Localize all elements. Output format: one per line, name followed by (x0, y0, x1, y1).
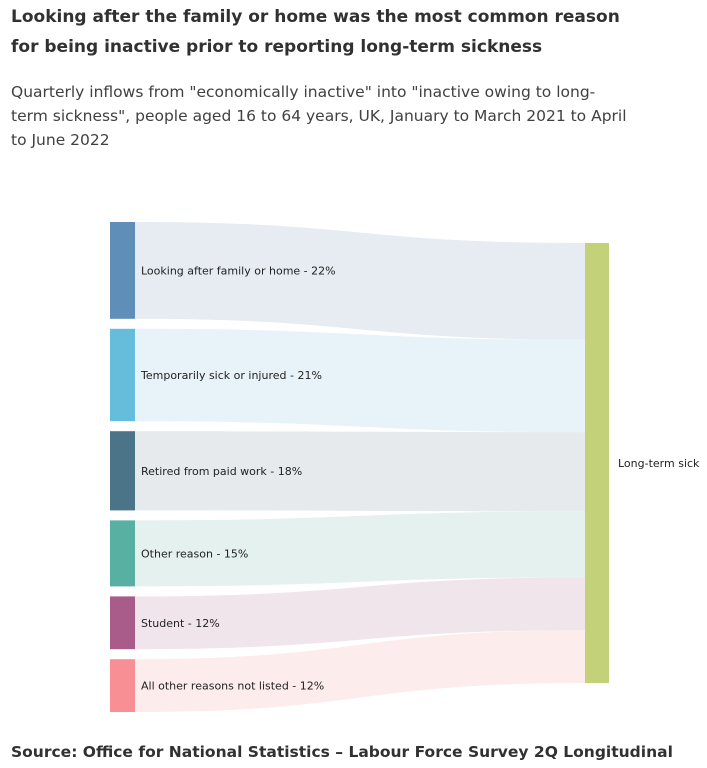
sankey-flow[interactable] (135, 630, 585, 712)
sankey-target-node[interactable] (585, 243, 609, 683)
source-note: Source: Office for National Statistics –… (11, 743, 673, 761)
sankey-flow[interactable] (135, 222, 585, 340)
sankey-flow[interactable] (135, 511, 585, 587)
sankey-source-node[interactable] (110, 520, 135, 587)
node-label: Student - 12% (141, 617, 220, 630)
sankey-source-node[interactable] (110, 431, 135, 511)
chart-title: Looking after the family or home was the… (11, 7, 620, 57)
sankey-flow[interactable] (135, 577, 585, 650)
sankey-source-node[interactable] (110, 222, 135, 319)
sankey-source-node[interactable] (110, 328, 135, 422)
sankey-flow[interactable] (135, 431, 585, 512)
node-label: Looking after family or home - 22% (141, 264, 336, 277)
sankey-source-node[interactable] (110, 596, 135, 650)
node-label: Other reason - 15% (141, 547, 248, 560)
node-label: Temporarily sick or injured - 21% (140, 369, 322, 382)
sankey-chart: Looking after family or home - 22% Tempor… (110, 222, 700, 712)
chart-subtitle: Quarterly inflows from "economically ina… (11, 83, 627, 149)
sankey-flow[interactable] (135, 328, 585, 433)
target-label: Long-term sick (618, 457, 700, 470)
node-label: All other reasons not listed - 12% (141, 680, 324, 693)
node-label: Retired from paid work - 18% (141, 465, 302, 478)
sankey-source-node[interactable] (110, 659, 135, 712)
